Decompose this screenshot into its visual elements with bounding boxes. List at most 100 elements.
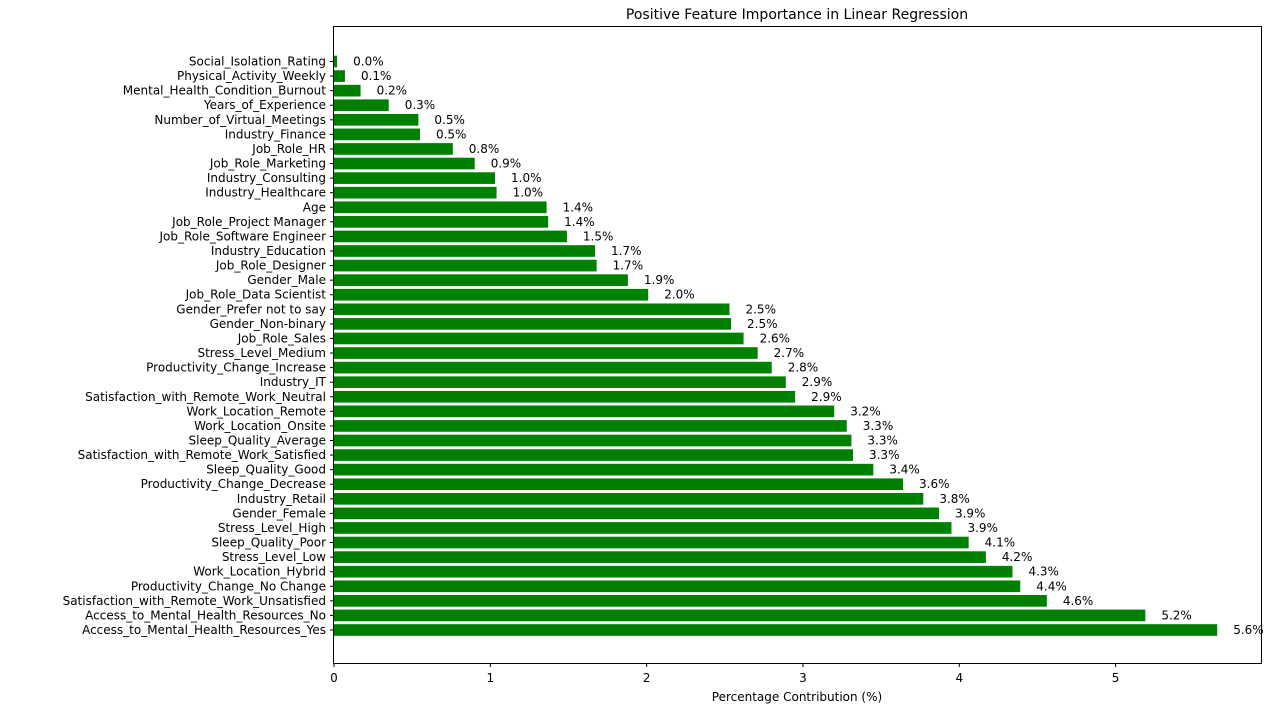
bar-value-label: 5.6% — [1233, 623, 1264, 637]
bar-value-label: 0.5% — [434, 113, 465, 127]
bar — [334, 376, 786, 389]
bar-value-label: 2.9% — [802, 375, 833, 389]
x-axis: 0 1 2 3 4 5 — [330, 663, 1119, 685]
bar — [334, 172, 496, 184]
bar — [334, 259, 597, 272]
bar — [334, 361, 772, 374]
x-tick-label: 4 — [955, 671, 963, 685]
bar — [334, 595, 1047, 607]
bar-value-label: 2.7% — [774, 346, 805, 360]
bar — [334, 113, 419, 126]
plot-frame — [333, 26, 1262, 664]
bar-labels-group: 0.0%0.1%0.2%0.3%0.5%0.5%0.8%0.9%1.0%1.0%… — [353, 55, 1264, 638]
y-tick-label: Job_Role_Sales — [237, 331, 326, 345]
bar-value-label: 3.2% — [850, 404, 881, 418]
y-tick-label: Industry_Education — [211, 244, 326, 258]
bar — [334, 216, 549, 228]
bar-value-label: 2.5% — [745, 302, 776, 316]
bar — [334, 186, 497, 199]
bar — [334, 84, 361, 97]
bar-value-label: 5.2% — [1161, 608, 1192, 622]
bar-value-label: 3.9% — [967, 521, 998, 535]
y-tick-label: Industry_IT — [260, 375, 327, 389]
bar-value-label: 1.0% — [511, 171, 542, 185]
y-tick-label: Industry_Finance — [225, 127, 326, 141]
bar-value-label: 1.9% — [644, 273, 675, 287]
y-tick-label: Work_Location_Onsite — [194, 419, 326, 433]
bar — [334, 522, 952, 534]
y-tick-label: Years_of_Experience — [203, 98, 326, 112]
x-tick-label: 2 — [643, 671, 651, 685]
bar-value-label: 3.3% — [869, 448, 900, 462]
bar-value-label: 4.2% — [1002, 550, 1032, 564]
bar — [334, 390, 796, 403]
bar — [334, 449, 853, 461]
y-tick-label: Sleep_Quality_Average — [189, 434, 327, 448]
bar — [334, 288, 649, 301]
bar-value-label: 0.1% — [361, 69, 392, 83]
bar — [334, 492, 924, 505]
y-tick-label: Job_Role_HR — [251, 142, 326, 156]
bar — [334, 303, 730, 316]
y-tick-label: Industry_Consulting — [207, 171, 326, 185]
bar-value-label: 2.9% — [811, 390, 842, 404]
y-axis: Social_Isolation_RatingPhysical_Activity… — [63, 55, 334, 637]
bar — [334, 55, 338, 68]
bar-value-label: 0.0% — [353, 55, 384, 69]
bar — [334, 420, 847, 432]
y-tick-label: Stress_Level_Low — [222, 550, 326, 564]
bar-value-label: 3.3% — [863, 419, 894, 433]
y-tick-label: Physical_Activity_Weekly — [177, 69, 326, 83]
y-tick-label: Access_to_Mental_Health_Resources_Yes — [82, 623, 326, 637]
bar — [334, 624, 1218, 636]
y-tick-label: Productivity_Change_No Change — [131, 579, 326, 593]
x-tick-label: 0 — [330, 671, 338, 685]
x-tick-label: 3 — [799, 671, 807, 685]
x-axis-title: Percentage Contribution (%) — [712, 690, 882, 704]
y-tick-label: Sleep_Quality_Good — [206, 463, 326, 477]
y-tick-label: Social_Isolation_Rating — [189, 55, 326, 69]
bar-value-label: 2.0% — [664, 288, 695, 302]
y-tick-label: Sleep_Quality_Poor — [211, 536, 326, 550]
bar-value-label: 3.3% — [867, 434, 898, 448]
y-tick-label: Job_Role_Project Manager — [171, 215, 326, 229]
y-tick-label: Satisfaction_with_Remote_Work_Unsatisfie… — [63, 594, 326, 608]
bar — [334, 157, 475, 170]
bar-value-label: 2.5% — [747, 317, 778, 331]
bar-value-label: 2.6% — [760, 331, 791, 345]
bar — [334, 70, 345, 82]
bar-value-label: 2.8% — [788, 361, 819, 375]
bar-value-label: 4.3% — [1028, 565, 1059, 579]
bar-value-label: 4.4% — [1036, 579, 1067, 593]
bar-value-label: 3.6% — [919, 477, 950, 491]
bar — [334, 201, 547, 214]
bar — [334, 143, 453, 155]
bar-value-label: 1.5% — [583, 229, 614, 243]
bar-value-label: 0.2% — [377, 84, 408, 98]
bar — [334, 551, 986, 563]
y-tick-label: Age — [303, 200, 326, 214]
bar-value-label: 4.1% — [985, 536, 1016, 550]
x-tick-label: 1 — [487, 671, 495, 685]
y-tick-label: Industry_Healthcare — [205, 186, 326, 200]
y-tick-label: Industry_Retail — [237, 492, 326, 506]
y-tick-label: Gender_Non-binary — [210, 317, 326, 331]
y-tick-label: Productivity_Change_Increase — [146, 361, 326, 375]
y-tick-label: Work_Location_Hybrid — [193, 565, 326, 579]
bar — [334, 99, 389, 112]
y-tick-label: Number_of_Virtual_Meetings — [154, 113, 326, 127]
bars-group — [334, 55, 1218, 636]
bar — [334, 434, 852, 447]
bar — [334, 318, 732, 330]
bar — [334, 128, 420, 141]
bar-value-label: 0.8% — [469, 142, 500, 156]
bar — [334, 245, 596, 257]
bar — [334, 609, 1146, 622]
bar-value-label: 3.8% — [939, 492, 970, 506]
bar-value-label: 1.4% — [564, 215, 595, 229]
y-tick-label: Mental_Health_Condition_Burnout — [123, 84, 327, 98]
x-tick-label: 5 — [1112, 671, 1120, 685]
bar — [334, 507, 939, 520]
bar-value-label: 0.5% — [436, 127, 467, 141]
